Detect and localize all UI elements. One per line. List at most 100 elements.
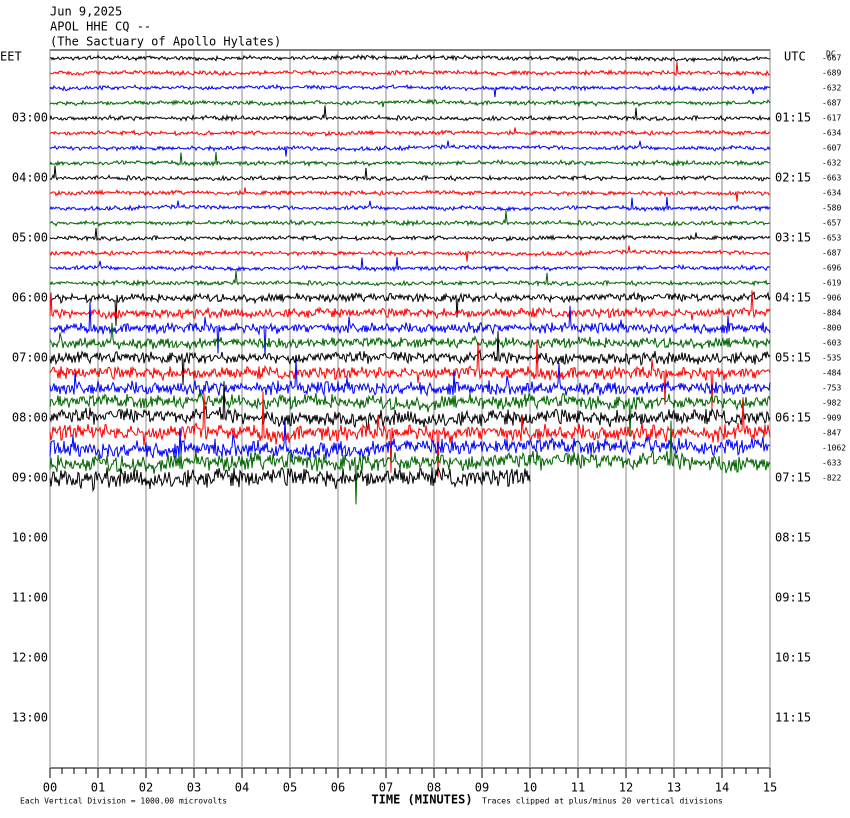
dc-offset: -632 — [822, 84, 841, 93]
right-time-label: 01:15 — [775, 111, 811, 125]
trace — [49, 196, 771, 213]
trace — [49, 270, 771, 288]
dc-offset: -633 — [822, 459, 841, 468]
dc-offset: -632 — [822, 159, 841, 168]
x-tick-label: 01 — [91, 781, 105, 795]
trace — [49, 61, 771, 77]
dc-offset: -634 — [822, 129, 841, 138]
trace — [49, 290, 771, 321]
right-time-label: 11:15 — [775, 711, 811, 725]
right-time-label: 06:15 — [775, 411, 811, 425]
dc-offset: -1062 — [822, 444, 846, 453]
x-tick-label: 10 — [523, 781, 537, 795]
x-tick-label: 13 — [667, 781, 681, 795]
trace — [49, 358, 771, 398]
dc-offset: -822 — [822, 474, 841, 483]
dc-offset: -687 — [822, 249, 841, 258]
dc-offset: -909 — [822, 414, 841, 423]
left-time-label: 12:00 — [12, 651, 48, 665]
dc-offset: -667 — [822, 54, 841, 63]
right-time-label: 04:15 — [775, 291, 811, 305]
x-tick-label: 07 — [379, 781, 393, 795]
dc-offset: -634 — [822, 189, 841, 198]
x-tick-label: 06 — [331, 781, 345, 795]
dc-offset: -696 — [822, 264, 841, 273]
dc-offset: -535 — [822, 354, 841, 363]
trace — [49, 331, 771, 386]
dc-offset: -847 — [822, 429, 841, 438]
dc-offset: -603 — [822, 339, 841, 348]
x-tick-label: 04 — [235, 781, 249, 795]
trace — [49, 227, 771, 243]
dc-offset: -982 — [822, 399, 841, 408]
right-time-label: 05:15 — [775, 351, 811, 365]
trace — [49, 98, 771, 108]
x-tick-label: 15 — [763, 781, 777, 795]
x-tick-label: 08 — [427, 781, 441, 795]
dc-offset: -800 — [822, 324, 841, 333]
dc-offset: -657 — [822, 219, 841, 228]
trace — [49, 140, 771, 157]
trace — [49, 151, 770, 168]
dc-offset: -663 — [822, 174, 841, 183]
dc-offset: -580 — [822, 204, 841, 213]
trace — [49, 381, 771, 431]
dc-offset: -653 — [822, 234, 841, 243]
trace — [49, 245, 771, 262]
trace — [49, 256, 771, 273]
dc-offset: -687 — [822, 99, 841, 108]
left-time-label: 05:00 — [12, 231, 48, 245]
trace — [49, 390, 771, 437]
dc-offset: -906 — [822, 294, 841, 303]
trace — [49, 339, 771, 408]
left-time-label: 09:00 — [12, 471, 48, 485]
x-tick-label: 11 — [571, 781, 585, 795]
right-time-label: 03:15 — [775, 231, 811, 245]
x-tick-label: 03 — [187, 781, 201, 795]
left-time-label: 08:00 — [12, 411, 48, 425]
x-tick-label: 00 — [43, 781, 57, 795]
trace — [49, 322, 771, 351]
x-tick-label: 05 — [283, 781, 297, 795]
dc-offset: -884 — [822, 309, 841, 318]
x-tick-label: 02 — [139, 781, 153, 795]
trace — [49, 419, 771, 460]
trace — [49, 391, 771, 478]
left-zone: EET — [0, 50, 22, 64]
dc-offset: -617 — [822, 114, 841, 123]
dc-offset: -619 — [822, 279, 841, 288]
clip-note: Traces clipped at plus/minus 20 vertical… — [482, 797, 723, 806]
trace — [49, 301, 771, 356]
left-time-label: 10:00 — [12, 531, 48, 545]
left-time-label: 11:00 — [12, 591, 48, 605]
dc-heading: DC — [826, 50, 836, 59]
trace — [49, 210, 771, 228]
trace — [49, 53, 771, 63]
trace — [49, 291, 771, 326]
trace — [49, 83, 771, 98]
x-tick-label: 12 — [619, 781, 633, 795]
right-time-label: 08:15 — [775, 531, 811, 545]
scale-note: Each Vertical Division = 1000.00 microvo… — [20, 797, 227, 806]
dc-offset: -607 — [822, 144, 841, 153]
x-tick-label: 14 — [715, 781, 729, 795]
left-time-label: 03:00 — [12, 111, 48, 125]
trace — [49, 127, 771, 138]
right-time-label: 10:15 — [775, 651, 811, 665]
dc-offset: -484 — [822, 369, 841, 378]
dc-offset: -689 — [822, 69, 841, 78]
trace — [49, 467, 531, 493]
dc-offset: -753 — [822, 384, 841, 393]
x-axis-label: TIME (MINUTES) — [371, 793, 472, 807]
plot-frame — [49, 49, 771, 769]
x-tick-label: 09 — [475, 781, 489, 795]
site: (The Sactuary of Apollo Hylates) — [50, 35, 281, 49]
right-time-label: 02:15 — [775, 171, 811, 185]
date: Jun 9,2025 — [50, 5, 122, 19]
station: APOL HHE CQ -- — [50, 20, 151, 34]
trace — [49, 187, 771, 202]
trace — [49, 105, 771, 123]
left-time-label: 06:00 — [12, 291, 48, 305]
right-time-label: 09:15 — [775, 591, 811, 605]
